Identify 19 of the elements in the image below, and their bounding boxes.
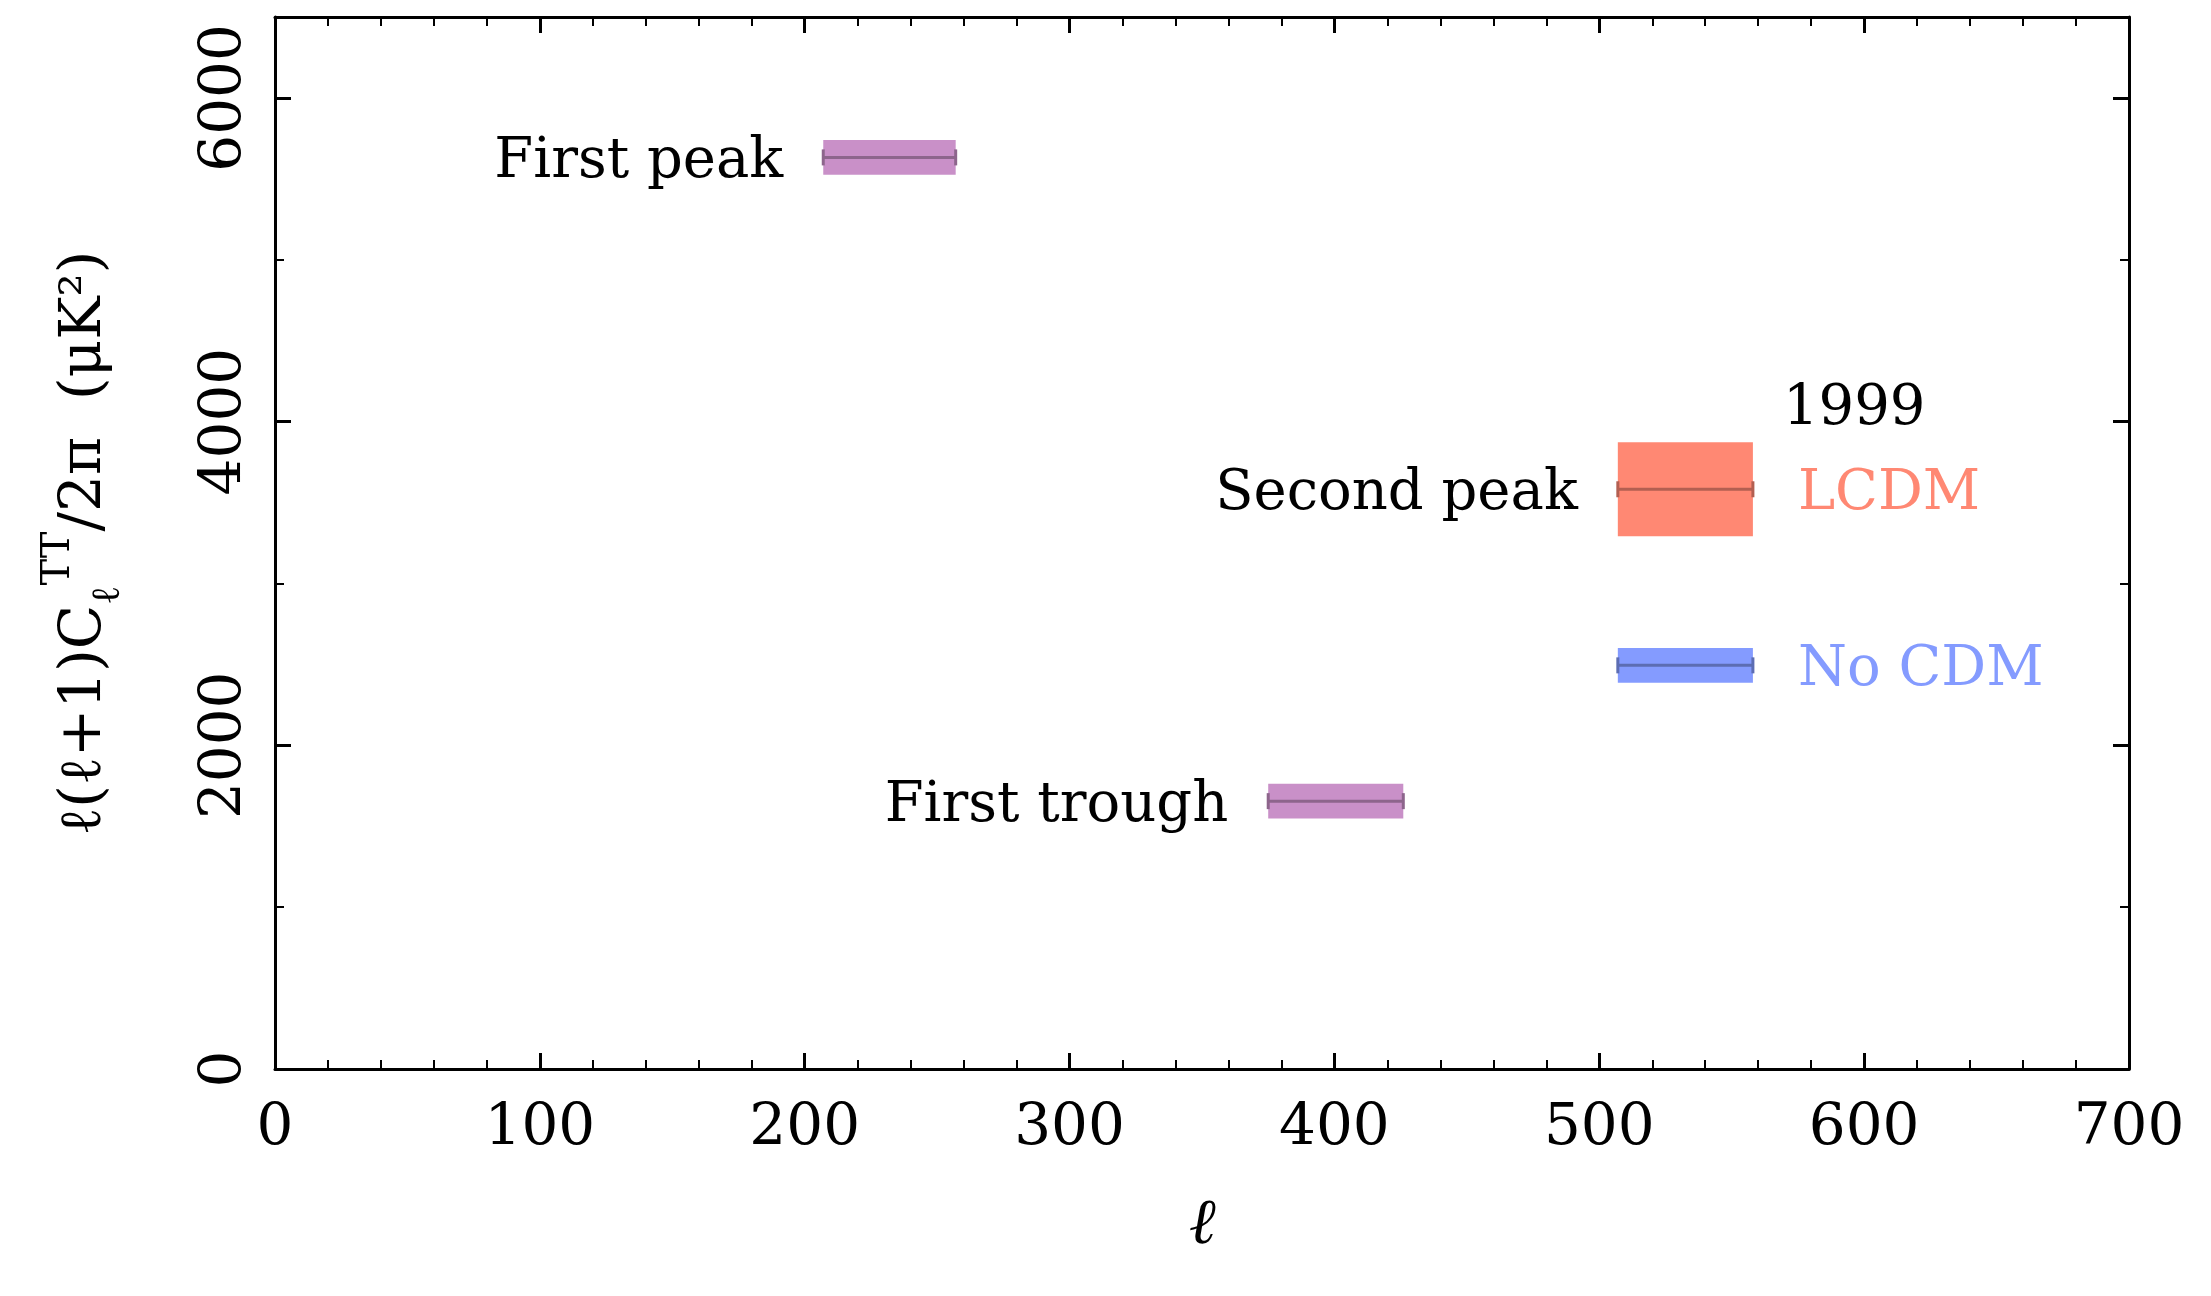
y-tick-label: 4000 <box>186 347 254 496</box>
x-tick-label: 300 <box>1014 1090 1125 1158</box>
y-axis-title: ℓ(ℓ+1)CℓTT/2π (μK²) <box>32 250 128 836</box>
legend-title: 1999 <box>1782 371 1926 437</box>
annotation: Second peak <box>1215 456 1579 522</box>
x-tick-label: 100 <box>484 1090 596 1158</box>
y-tick-label: 0 <box>186 1050 254 1088</box>
x-tick-label: 400 <box>1279 1090 1390 1158</box>
x-tick-label: 700 <box>2073 1090 2185 1158</box>
x-axis-title: ℓ <box>1188 1184 1216 1258</box>
series-label: No CDM <box>1797 632 2044 698</box>
x-tick-label: 500 <box>1543 1090 1655 1158</box>
x-tick-label: 600 <box>1808 1090 1920 1158</box>
y-tick-label: 6000 <box>186 24 254 172</box>
annotation: First trough <box>884 768 1229 834</box>
series-label: LCDM <box>1797 456 1981 522</box>
x-tick-label: 200 <box>749 1090 861 1158</box>
annotation: First peak <box>494 124 785 190</box>
y-tick-label: 2000 <box>186 671 254 820</box>
